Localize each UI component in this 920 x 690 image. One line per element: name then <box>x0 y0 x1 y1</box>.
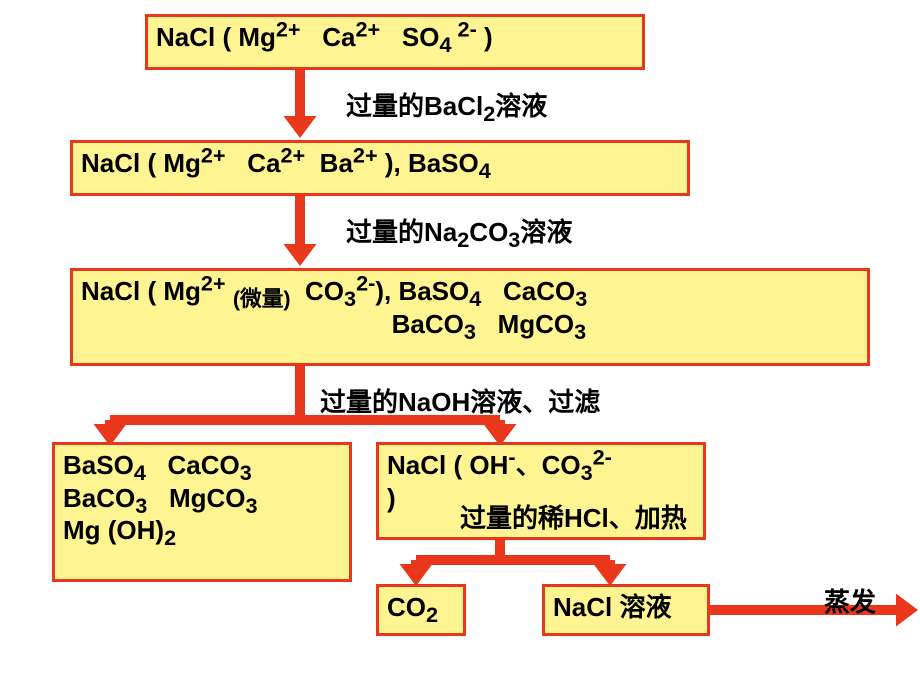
flow-box-text: NaCl 溶液 <box>553 591 671 624</box>
flow-box-b3: NaCl ( Mg2+ (微量) CO32-), BaSO4 CaCO3 BaC… <box>70 268 870 366</box>
flow-box-b7: NaCl 溶液 <box>542 584 710 636</box>
step-label-l3: 过量的NaOH溶液、过滤 <box>320 382 600 419</box>
flow-box-text: BaSO4 CaCO3BaCO3 MgCO3Mg (OH)2 <box>63 449 258 547</box>
flow-box-text: CO2 <box>387 591 438 624</box>
step-label-l5: 蒸发 <box>824 582 876 619</box>
flow-box-b6: CO2 <box>376 584 466 636</box>
flow-box-text: NaCl ( Mg2+ Ca2+ Ba2+ ), BaSO4 <box>81 147 491 180</box>
step-label-l2: 过量的Na2CO3溶液 <box>346 212 572 249</box>
flow-box-text: NaCl ( Mg2+ Ca2+ SO4 2- ) <box>156 21 493 54</box>
flow-box-b2: NaCl ( Mg2+ Ca2+ Ba2+ ), BaSO4 <box>70 140 690 196</box>
step-label-l4: 过量的稀HCl、加热 <box>460 498 687 535</box>
flow-box-b1: NaCl ( Mg2+ Ca2+ SO4 2- ) <box>145 14 645 70</box>
flow-box-text: NaCl ( Mg2+ (微量) CO32-), BaSO4 CaCO3 BaC… <box>81 275 587 340</box>
flow-box-b4: BaSO4 CaCO3BaCO3 MgCO3Mg (OH)2 <box>52 442 352 582</box>
step-label-l1: 过量的BaCl2溶液 <box>346 86 547 123</box>
